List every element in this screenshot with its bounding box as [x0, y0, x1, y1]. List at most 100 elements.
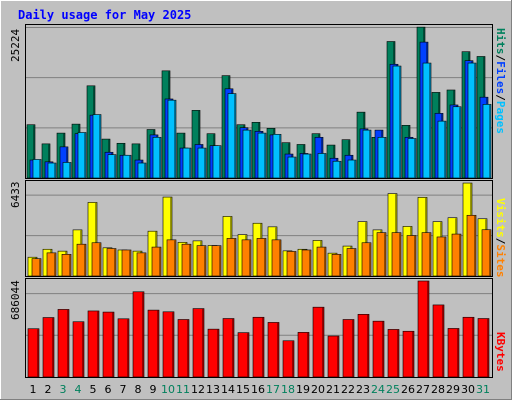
legend-hits: Hits [494, 28, 507, 55]
bar-pages-10 [167, 99, 177, 179]
bar-sites-5-body [91, 242, 102, 277]
bar-sites-18 [286, 251, 297, 277]
bar-pages-21-shade [339, 161, 341, 178]
bar-kbytes-29-body [447, 328, 460, 378]
bar-pages-9-body [152, 136, 162, 179]
bar-pages-18-shade [294, 157, 296, 178]
bar-sites-13 [211, 245, 222, 277]
bar-kbytes-21-body [327, 335, 340, 378]
x-tick-label-20: 20 [311, 383, 325, 396]
bar-sites-1 [31, 258, 42, 277]
bar-pages-16 [257, 132, 267, 179]
bar-kbytes-21 [327, 335, 340, 378]
bar-pages-20 [317, 153, 327, 179]
bar-sites-19-body [301, 249, 312, 277]
bar-pages-27 [422, 62, 432, 179]
bar-sites-6 [106, 248, 117, 277]
bar-pages-13 [212, 145, 222, 179]
bar-kbytes-21-shade [337, 336, 339, 377]
bar-pages-10-shade [174, 100, 176, 178]
bar-kbytes-25-shade [397, 329, 399, 377]
bar-pages-7 [122, 154, 132, 179]
x-tick-label-8: 8 [135, 383, 142, 396]
bar-sites-9 [151, 246, 162, 277]
bar-pages-2-body [47, 162, 57, 179]
bar-pages-27-shade [429, 63, 431, 178]
bar-kbytes-19-shade [307, 332, 309, 377]
legend-middle: Visits/Sites [494, 198, 507, 278]
bar-kbytes-24-body [372, 320, 385, 378]
bar-sites-26-shade [414, 236, 416, 276]
bar-kbytes-26-body [402, 330, 415, 378]
bar-kbytes-27-body [417, 280, 430, 378]
bar-pages-22 [347, 159, 357, 179]
bar-pages-22-shade [354, 160, 356, 178]
bar-sites-6-body [106, 248, 117, 277]
bar-kbytes-17-shade [277, 322, 279, 377]
bar-kbytes-28-shade [442, 305, 444, 377]
bar-sites-2 [46, 252, 57, 277]
x-tick-label-30: 30 [461, 383, 475, 396]
bar-pages-6-body [107, 154, 117, 179]
bar-sites-19 [301, 249, 312, 277]
bar-kbytes-25-body [387, 329, 400, 378]
legend-top: Hits/Files/Pages [494, 28, 507, 134]
bar-pages-26 [407, 138, 417, 179]
bar-kbytes-1-shade [37, 329, 39, 377]
bar-sites-27-shade [429, 233, 431, 276]
bar-sites-25 [391, 232, 402, 277]
bar-kbytes-23 [357, 314, 370, 378]
legend-sep-2: / [494, 94, 507, 101]
bar-kbytes-13-body [207, 328, 220, 378]
bar-sites-12-body [196, 245, 207, 277]
bar-kbytes-17-body [267, 322, 280, 378]
bar-sites-8 [136, 252, 147, 277]
bar-kbytes-5-body [87, 310, 100, 378]
bar-sites-10 [166, 239, 177, 277]
bar-kbytes-22-body [342, 319, 355, 378]
panel-kbytes-frame [25, 278, 493, 378]
bar-kbytes-29 [447, 328, 460, 378]
bar-sites-25-body [391, 232, 402, 277]
bar-sites-4 [76, 243, 87, 277]
bar-pages-13-body [212, 145, 222, 179]
bar-pages-18-body [287, 156, 297, 179]
bar-kbytes-8-shade [142, 292, 144, 377]
bar-pages-23 [362, 129, 372, 179]
bar-pages-30 [467, 62, 477, 179]
bar-pages-10-body [167, 99, 177, 179]
bar-kbytes-16 [252, 316, 265, 378]
bar-kbytes-3-body [57, 309, 70, 378]
bar-sites-18-body [286, 251, 297, 277]
x-tick-label-27: 27 [416, 383, 430, 396]
bar-kbytes-2-body [42, 317, 55, 378]
bar-pages-20-shade [324, 153, 326, 178]
bar-pages-31-shade [489, 104, 491, 178]
legend-sep-3: / [494, 238, 507, 245]
bar-sites-24-shade [384, 233, 386, 276]
bar-kbytes-19-body [297, 332, 310, 378]
x-tick-label-24: 24 [371, 383, 385, 396]
x-tick-label-25: 25 [386, 383, 400, 396]
bar-pages-5-body [92, 114, 102, 179]
bar-sites-25-shade [399, 233, 401, 276]
bar-pages-4 [77, 132, 87, 179]
bar-kbytes-6-shade [112, 312, 114, 377]
bar-pages-28-body [437, 120, 447, 179]
bar-sites-29-body [451, 233, 462, 277]
bar-pages-1-body [32, 159, 42, 179]
bar-kbytes-25 [387, 329, 400, 378]
bar-sites-13-shade [219, 246, 221, 276]
bar-kbytes-12-shade [202, 309, 204, 377]
bar-kbytes-12 [192, 308, 205, 378]
bar-sites-7-body [121, 249, 132, 277]
bar-kbytes-5 [87, 310, 100, 378]
bar-kbytes-1-body [27, 328, 40, 378]
bar-sites-3 [61, 254, 72, 277]
bar-pages-9 [152, 136, 162, 179]
bar-kbytes-27-shade [427, 281, 429, 377]
bar-pages-17-shade [279, 134, 281, 178]
bar-sites-22-body [346, 248, 357, 277]
bar-pages-4-body [77, 132, 87, 179]
